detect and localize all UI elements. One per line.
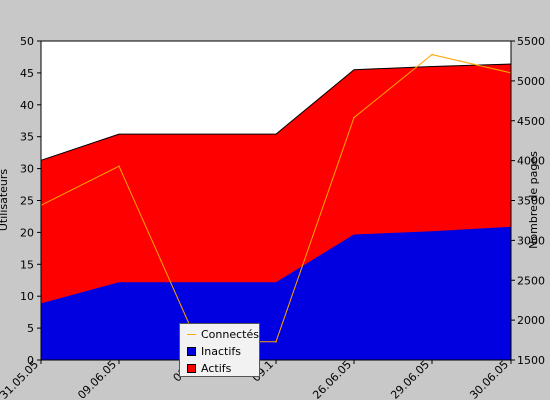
y2-axis-title: Nombre de pages <box>527 151 540 249</box>
y2-tick-label: 2000 <box>517 314 545 327</box>
y2-tick-label: 3000 <box>517 234 545 247</box>
y-tick-label: 40 <box>20 99 34 112</box>
legend-label-connectes: Connectés <box>201 328 259 341</box>
y-tick-label: 35 <box>20 131 34 144</box>
legend-swatch-inactifs <box>187 347 196 356</box>
y2-tick-label: 4500 <box>517 115 545 128</box>
y2-tick-label: 3500 <box>517 195 545 208</box>
legend-item-actifs: Actifs <box>180 361 259 377</box>
point-connectes <box>431 53 433 56</box>
y-tick-label: 5 <box>27 322 34 335</box>
y2-tick-label: 1500 <box>517 354 545 367</box>
y2-tick-label: 5500 <box>517 35 545 48</box>
chart-legend: Connectés Inactifs Actifs <box>179 323 260 377</box>
y-axis-title: Utilisateurs <box>0 169 10 232</box>
y-tick-label: 30 <box>20 163 34 176</box>
legend-item-connectes: Connectés <box>180 327 259 343</box>
y-tick-label: 50 <box>20 35 34 48</box>
y2-tick-label: 2500 <box>517 274 545 287</box>
legend-swatch-actifs <box>187 364 196 373</box>
legend-item-inactifs: Inactifs <box>180 344 259 360</box>
legend-label-inactifs: Inactifs <box>201 345 241 358</box>
y-tick-label: 20 <box>20 226 34 239</box>
y-tick-label: 15 <box>20 258 34 271</box>
x-tick-label: 29.06.05 <box>388 358 432 400</box>
x-tick-label: 09.06.05 <box>75 358 119 400</box>
y2-tick-label: 4000 <box>517 155 545 168</box>
legend-label-actifs: Actifs <box>201 362 232 375</box>
y-tick-label: 0 <box>27 354 34 367</box>
x-tick-label: 26.06.05 <box>310 358 354 400</box>
x-tick-label: 30.06.05 <box>467 358 511 400</box>
y-tick-label: 25 <box>20 195 34 208</box>
y2-tick-label: 5000 <box>517 75 545 88</box>
x-tick-label: 31.05.05 <box>0 358 41 400</box>
point-connectes <box>353 116 355 119</box>
point-connectes <box>275 340 277 343</box>
legend-swatch-connectes <box>187 334 196 335</box>
y-tick-label: 45 <box>20 67 34 80</box>
y-tick-label: 10 <box>20 290 34 303</box>
point-connectes <box>118 165 120 167</box>
